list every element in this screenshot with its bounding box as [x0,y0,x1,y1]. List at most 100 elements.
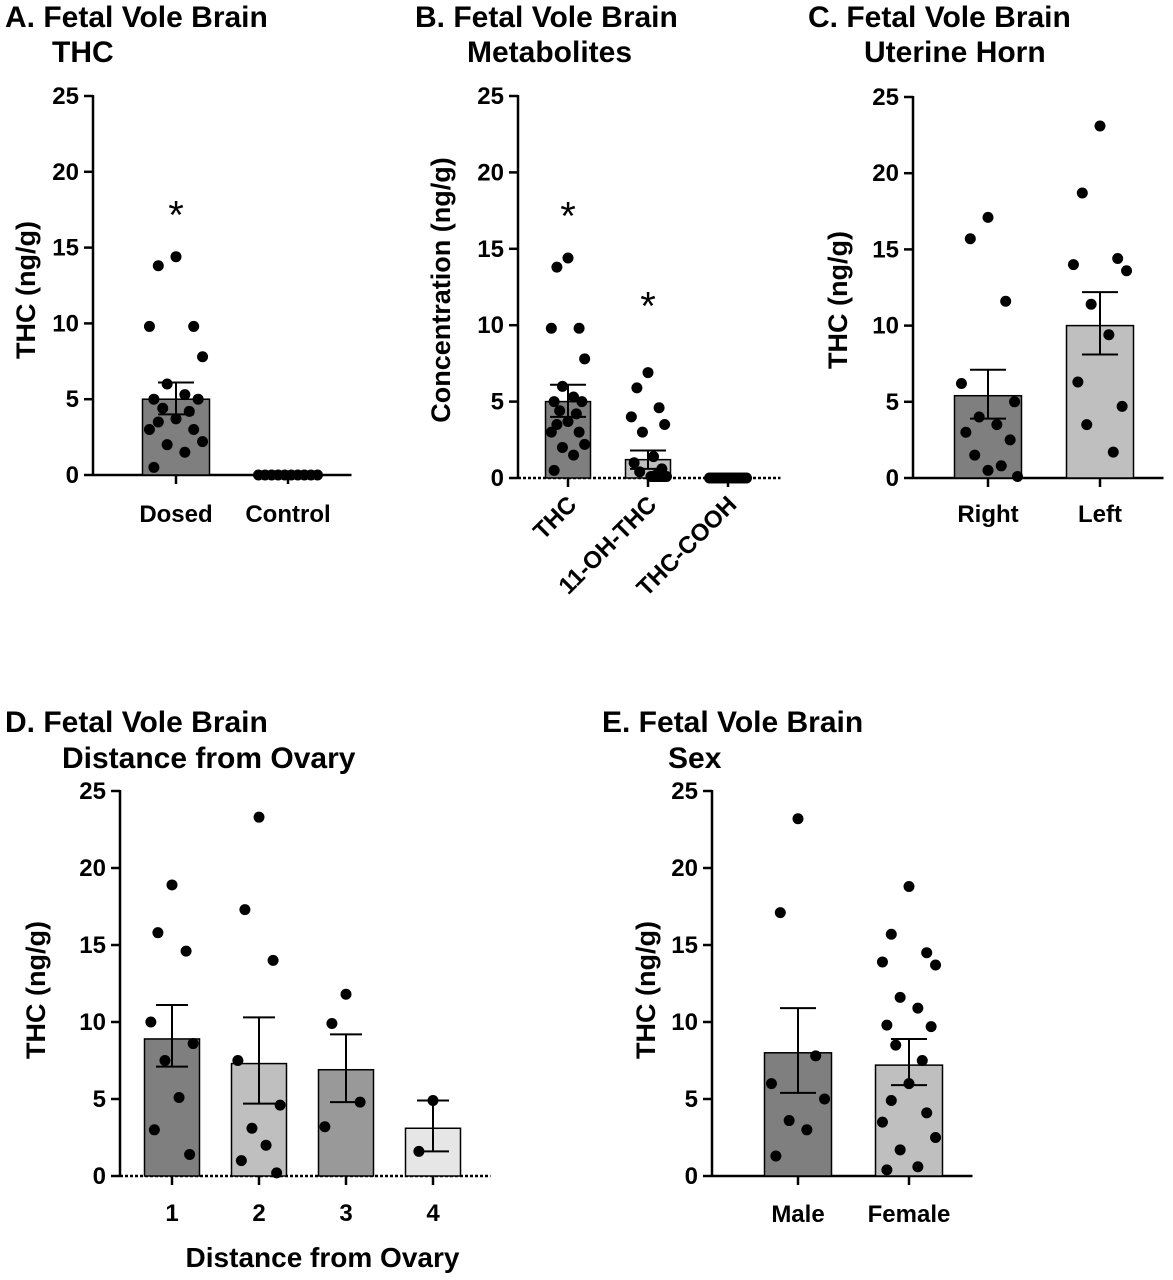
data-point [774,907,786,919]
data-point [239,904,251,916]
data-point [143,424,155,436]
data-point [551,419,563,431]
data-point [903,880,915,892]
data-point [573,426,585,438]
y-tick-label: 10 [79,1009,106,1036]
data-point [184,1148,196,1160]
x-category-label: Dosed [139,501,212,528]
data-point [340,988,352,1000]
panel-title: C. Fetal Vole Brain [808,1,1071,34]
data-point [556,441,568,453]
x-category-label: Male [771,1201,824,1228]
data-point [579,353,591,365]
data-point [551,261,563,273]
data-point [161,439,173,451]
data-point [326,1018,338,1030]
data-point [653,402,665,414]
significance-star: * [168,194,184,238]
y-tick-label: 25 [671,778,698,805]
data-point [554,405,566,417]
data-point [427,1095,439,1107]
x-category-label: 3 [339,1200,352,1227]
x-category-label: 1 [165,1200,178,1227]
y-tick-label: 25 [872,84,899,111]
data-point [955,378,967,390]
data-point [1004,434,1016,446]
data-point [573,322,585,334]
y-tick-label: 10 [52,310,79,337]
data-point [157,402,169,414]
data-point [890,1039,902,1051]
data-point [253,811,265,823]
y-tick-label: 5 [491,389,504,416]
data-point [180,945,192,957]
data-point [916,1055,928,1066]
data-point [930,959,942,971]
data-point [1094,120,1106,132]
data-point [232,1055,244,1066]
y-tick-label: 20 [52,159,79,186]
data-point [152,927,164,939]
data-point [267,954,279,966]
data-point [973,411,985,423]
data-point [770,1150,782,1162]
data-point [921,1107,933,1119]
data-point [274,1099,286,1111]
y-tick-label: 0 [66,462,79,489]
data-point [545,426,557,438]
y-tick-label: 0 [886,465,899,492]
panel-subtitle: Metabolites [467,36,632,69]
data-point [1085,298,1097,310]
data-point [876,1116,888,1128]
data-point [173,1091,185,1103]
data-point [741,472,752,484]
data-point [152,260,164,272]
data-point [783,1115,795,1127]
x-category-label: Control [245,501,330,528]
data-point [659,419,671,431]
y-tick-label: 20 [872,160,899,187]
data-point [159,1055,171,1066]
data-point [912,1161,924,1173]
data-point [885,1095,897,1107]
panel-title: D. Fetal Vole Brain [5,706,268,739]
x-axis-label: Distance from Ovary [186,1242,460,1273]
data-point [568,449,580,461]
y-tick-label: 15 [671,932,698,959]
y-tick-label: 10 [671,1009,698,1036]
panel-subtitle: Uterine Horn [864,36,1046,69]
data-point [562,415,574,427]
data-point [354,1096,366,1108]
y-tick-label: 15 [477,236,504,263]
data-point [556,380,568,392]
data-point [192,393,204,405]
data-point [982,211,994,223]
y-tick-label: 5 [886,389,899,416]
data-point [925,1021,937,1033]
data-point [964,233,976,245]
data-point [894,1144,906,1156]
y-tick-label: 0 [685,1163,698,1190]
data-point [1012,470,1023,482]
y-tick-label: 0 [93,1163,106,1190]
panel-title: A. Fetal Vole Brain [5,1,268,34]
data-point [562,252,574,264]
x-category-label: Female [868,1201,951,1228]
data-point [1009,396,1021,408]
y-axis-label: THC (ng/g) [11,221,41,359]
y-tick-label: 15 [79,932,106,959]
y-axis-label: THC (ng/g) [21,921,51,1059]
data-point [179,389,191,401]
data-point [197,351,209,363]
data-point [576,396,588,408]
data-point [579,438,591,450]
y-tick-label: 15 [872,236,899,263]
data-point [145,1016,157,1028]
data-point [636,426,648,438]
panel-d: D. Fetal Vole Brain Distance from Ovary TH… [5,706,491,1273]
y-tick-label: 5 [685,1086,698,1113]
data-point [1116,400,1128,412]
y-tick-label: 10 [872,313,899,340]
data-point [903,1078,915,1090]
x-category-label: Left [1078,501,1122,528]
